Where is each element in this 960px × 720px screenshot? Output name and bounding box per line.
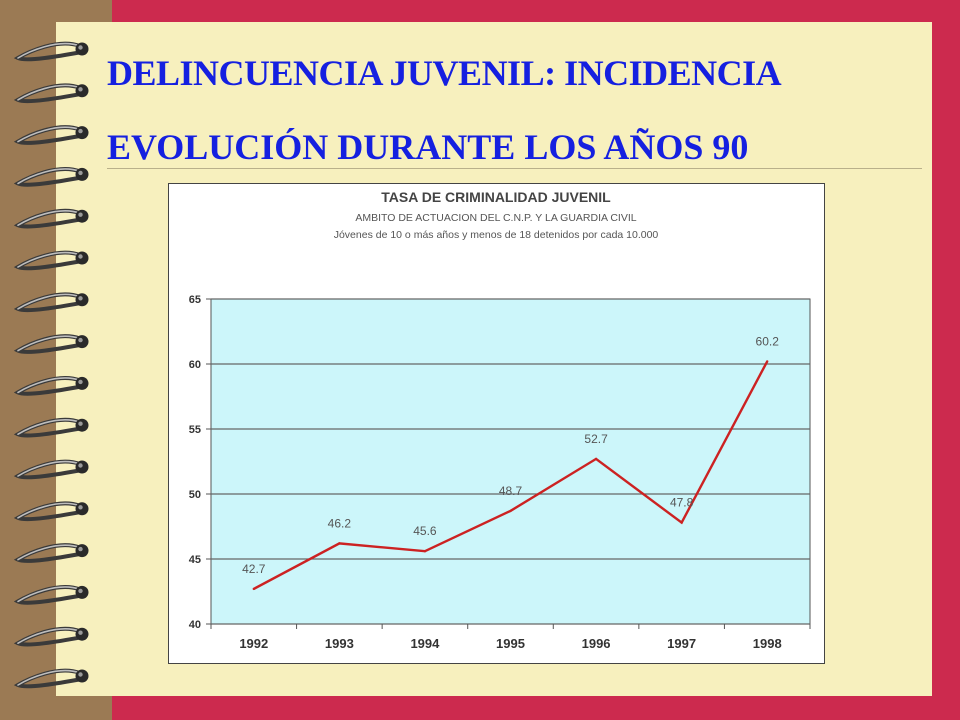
data-point	[338, 542, 341, 545]
chart-title: TASA DE CRIMINALIDAD JUVENIL	[381, 189, 611, 205]
data-point	[252, 587, 255, 591]
x-tick-label: 1993	[325, 636, 354, 651]
binder-ring	[13, 41, 89, 62]
x-tick-label: 1997	[667, 636, 696, 651]
line-chart: TASA DE CRIMINALIDAD JUVENIL AMBITO DE A…	[189, 189, 811, 651]
data-label: 52.7	[584, 432, 608, 446]
binder-ring	[13, 585, 89, 605]
binder-ring	[13, 543, 89, 563]
y-tick-label: 65	[189, 294, 201, 306]
binder-ring	[13, 417, 89, 438]
slide-title-line-1: DELINCUENCIA JUVENIL: INCIDENCIA	[107, 53, 782, 93]
binder-ring	[13, 83, 89, 104]
binder-ring	[13, 292, 89, 313]
binder-ring	[13, 208, 89, 229]
x-tick-label: 1992	[239, 636, 268, 651]
plot-area: 40 45 50 55 60 65 1992 1993 1994 1995 1996 1997 1998…	[189, 294, 811, 651]
binder-ring	[13, 250, 89, 271]
binder-ring	[13, 626, 89, 647]
binder-ring	[13, 459, 89, 480]
title-divider	[107, 168, 922, 169]
x-tick-label: 1995	[496, 636, 525, 651]
data-point	[509, 509, 512, 513]
binder-ring	[13, 167, 89, 187]
y-tick-label: 55	[189, 424, 201, 436]
data-point	[680, 521, 683, 524]
data-point	[766, 360, 769, 363]
plot-background	[210, 298, 811, 625]
binder-ring	[13, 334, 89, 354]
y-tick-label: 40	[189, 619, 201, 631]
chart-subtitle-1: AMBITO DE ACTUACION DEL C.N.P. Y LA GUAR…	[355, 212, 636, 224]
y-tick-label: 45	[189, 554, 201, 566]
x-tick-label: 1996	[582, 636, 611, 651]
binder-ring	[13, 501, 89, 522]
spiral-binding-rings	[13, 41, 89, 689]
data-point	[594, 457, 598, 461]
data-label: 42.7	[242, 562, 266, 576]
data-label: 47.8	[670, 496, 694, 510]
y-tick-label: 50	[189, 489, 201, 501]
data-label: 60.2	[756, 334, 780, 348]
data-label: 46.2	[328, 516, 352, 530]
x-tick-label: 1998	[753, 636, 782, 651]
data-label: 48.7	[499, 484, 523, 498]
binder-ring	[13, 668, 89, 689]
binder-ring	[13, 376, 89, 396]
chart-subtitle-2: Jóvenes de 10 o más años y menos de 18 d…	[334, 229, 659, 241]
chart-frame: TASA DE CRIMINALIDAD JUVENIL AMBITO DE A…	[168, 183, 825, 664]
data-point	[423, 550, 427, 553]
data-label: 45.6	[413, 524, 437, 538]
slide-title-line-2: EVOLUCIÓN DURANTE LOS AÑOS 90	[107, 127, 749, 167]
y-tick-label: 60	[189, 359, 201, 371]
binder-ring	[13, 125, 89, 145]
x-tick-label: 1994	[410, 636, 440, 651]
